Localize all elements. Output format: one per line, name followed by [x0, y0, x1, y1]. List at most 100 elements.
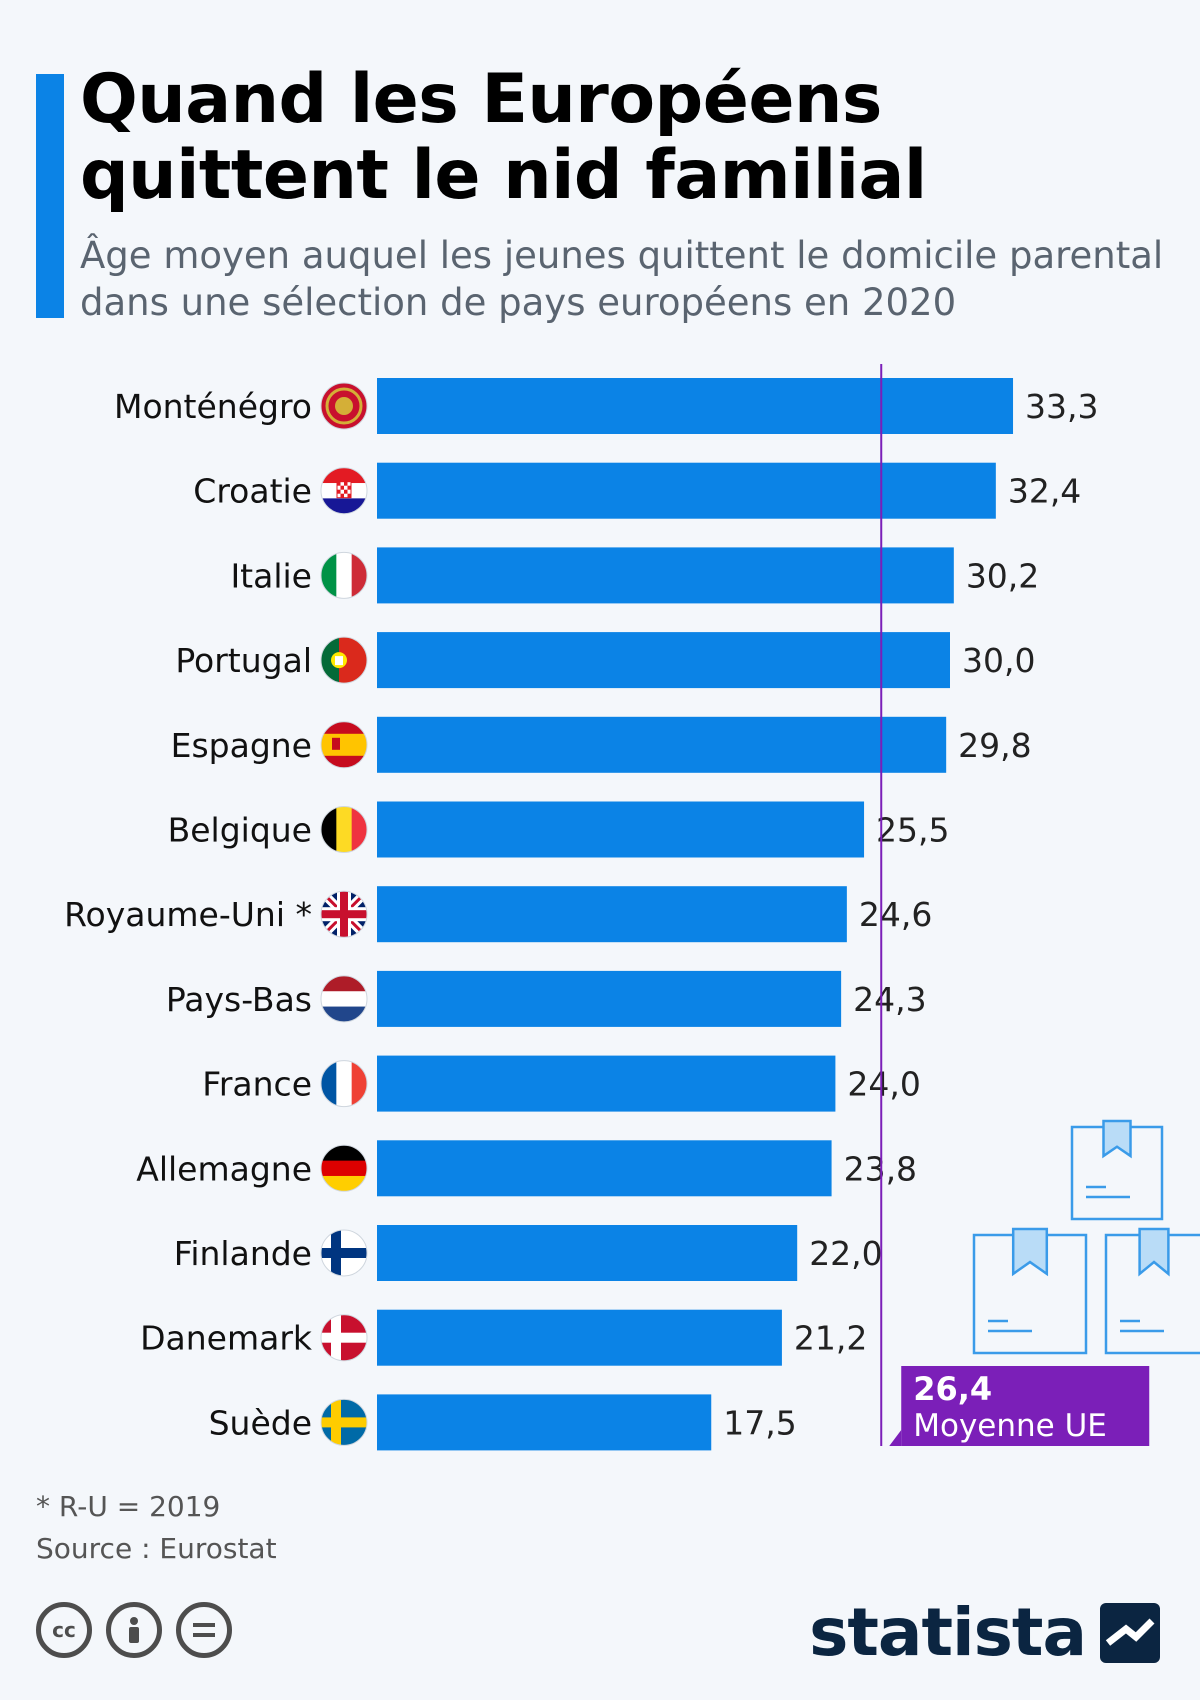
- callout-box: [901, 1366, 1150, 1446]
- flag-stripe: [336, 552, 353, 599]
- flag-stripe: [336, 806, 353, 853]
- flag-stripe: [321, 1006, 367, 1022]
- flag-stripe: [351, 1060, 367, 1107]
- bar-value-label: 22,0: [809, 1234, 882, 1273]
- chart-title: Quand les Européens quittent le nid fami…: [80, 60, 927, 215]
- box-tag: [1102, 1119, 1132, 1159]
- bar-row: 33,3 Monténégro: [114, 378, 1099, 434]
- flag-cross: [321, 1417, 367, 1428]
- denmark-flag-icon: [321, 1314, 367, 1361]
- flag-emblem: [340, 493, 344, 498]
- footnote: * R-U = 2019: [36, 1490, 221, 1523]
- croatia-flag-icon: [321, 467, 367, 514]
- license-icons: cc: [36, 1602, 232, 1658]
- flag-stripe: [321, 975, 367, 992]
- bar-value-label: 24,3: [853, 980, 926, 1019]
- bar-value-label: 24,0: [847, 1065, 920, 1104]
- bar-row: 24,6 Royaume-Uni *: [64, 886, 932, 943]
- flag-stripe: [321, 1175, 367, 1192]
- box-illustration: [972, 1119, 1200, 1355]
- flag-field: [321, 637, 339, 684]
- category-label: Finlande: [174, 1234, 312, 1273]
- flag-cross: [321, 1248, 367, 1258]
- bar: [377, 1225, 798, 1281]
- flag-outline: [320, 975, 368, 1023]
- category-label: Italie: [230, 556, 312, 595]
- bar: [377, 1309, 782, 1366]
- flag-emblem: [347, 493, 351, 498]
- flag-outline: [320, 636, 368, 684]
- bar-row: 22,0 Finlande: [174, 1225, 883, 1281]
- brand-wordmark: statista: [809, 1594, 1087, 1671]
- bar-value-label: 17,5: [723, 1403, 796, 1442]
- spain-flag-icon: [321, 721, 367, 768]
- bar: [377, 378, 1014, 434]
- category-label: Allemagne: [136, 1149, 312, 1188]
- bar-value-label: 30,0: [962, 641, 1035, 680]
- bar: [377, 1140, 832, 1197]
- category-label: Suède: [209, 1403, 312, 1442]
- flag-outline: [320, 1144, 368, 1192]
- eu-average-value: 26,4: [913, 1370, 992, 1408]
- statista-logo-icon: [1100, 1603, 1160, 1663]
- bar-value-label: 29,8: [958, 726, 1031, 765]
- bar-value-label: 25,5: [876, 811, 949, 850]
- bar: [377, 801, 865, 858]
- flag-emblem: [340, 485, 344, 490]
- flag-outline: [320, 551, 368, 599]
- flag-outline: [320, 1314, 368, 1362]
- flag-cross: [321, 1332, 367, 1343]
- bar-value-label: 30,2: [966, 556, 1039, 595]
- flag-stripe: [336, 1060, 353, 1107]
- bar: [377, 547, 954, 604]
- bar-row: 21,2 Danemark: [140, 1309, 867, 1366]
- bar: [377, 886, 847, 943]
- bar-value-label: 33,3: [1025, 387, 1098, 426]
- belgium-flag-icon: [321, 806, 367, 853]
- flag-outline: [320, 890, 368, 938]
- creative-commons-icon[interactable]: cc: [36, 1602, 92, 1658]
- flag-border: [325, 387, 363, 425]
- flag-stripe: [321, 733, 367, 756]
- bar-row: 30,0 Portugal: [175, 632, 1035, 689]
- source-note: Source : Eurostat: [36, 1532, 277, 1565]
- bar-value-label: 32,4: [1008, 472, 1081, 511]
- flag-outline: [320, 721, 368, 769]
- bar: [377, 716, 947, 773]
- flag-stripe: [321, 806, 337, 853]
- flag-emblem: [335, 656, 343, 666]
- finland-flag-icon: [321, 1230, 367, 1276]
- flag-outline: [320, 467, 368, 515]
- no-derivatives-icon[interactable]: [176, 1602, 232, 1658]
- flag-outline: [320, 1398, 368, 1446]
- attribution-icon[interactable]: [106, 1602, 162, 1658]
- bar-row: 25,5 Belgique: [168, 801, 950, 858]
- flag-stripe: [351, 806, 367, 853]
- france-flag-icon: [321, 1060, 367, 1107]
- flag-outline: [320, 382, 368, 430]
- flag-outline: [320, 1229, 368, 1277]
- callout-pointer: [889, 1430, 902, 1446]
- portugal-flag-icon: [321, 637, 367, 684]
- flag-emblem: [332, 737, 340, 750]
- montenegro-flag-icon: [321, 383, 367, 429]
- uk-flag-icon: [321, 891, 367, 938]
- statista-logo[interactable]: statista: [809, 1600, 1160, 1666]
- italy-flag-icon: [321, 552, 367, 599]
- category-label: Monténégro: [114, 387, 312, 426]
- sweden-flag-icon: [321, 1399, 367, 1446]
- category-label: Croatie: [193, 472, 312, 511]
- bar-row: 32,4 Croatie: [193, 462, 1081, 519]
- category-label: France: [202, 1065, 312, 1104]
- category-label: Espagne: [171, 726, 312, 765]
- title-accent-bar: [36, 74, 64, 318]
- box-tag: [1138, 1227, 1170, 1277]
- flag-emblem: [337, 481, 341, 486]
- bar: [377, 462, 996, 519]
- bar-row: 24,3 Pays-Bas: [166, 970, 927, 1027]
- flag-emblem: [347, 485, 351, 490]
- flag-stripe: [321, 467, 367, 484]
- bar-row: 30,2 Italie: [230, 547, 1039, 604]
